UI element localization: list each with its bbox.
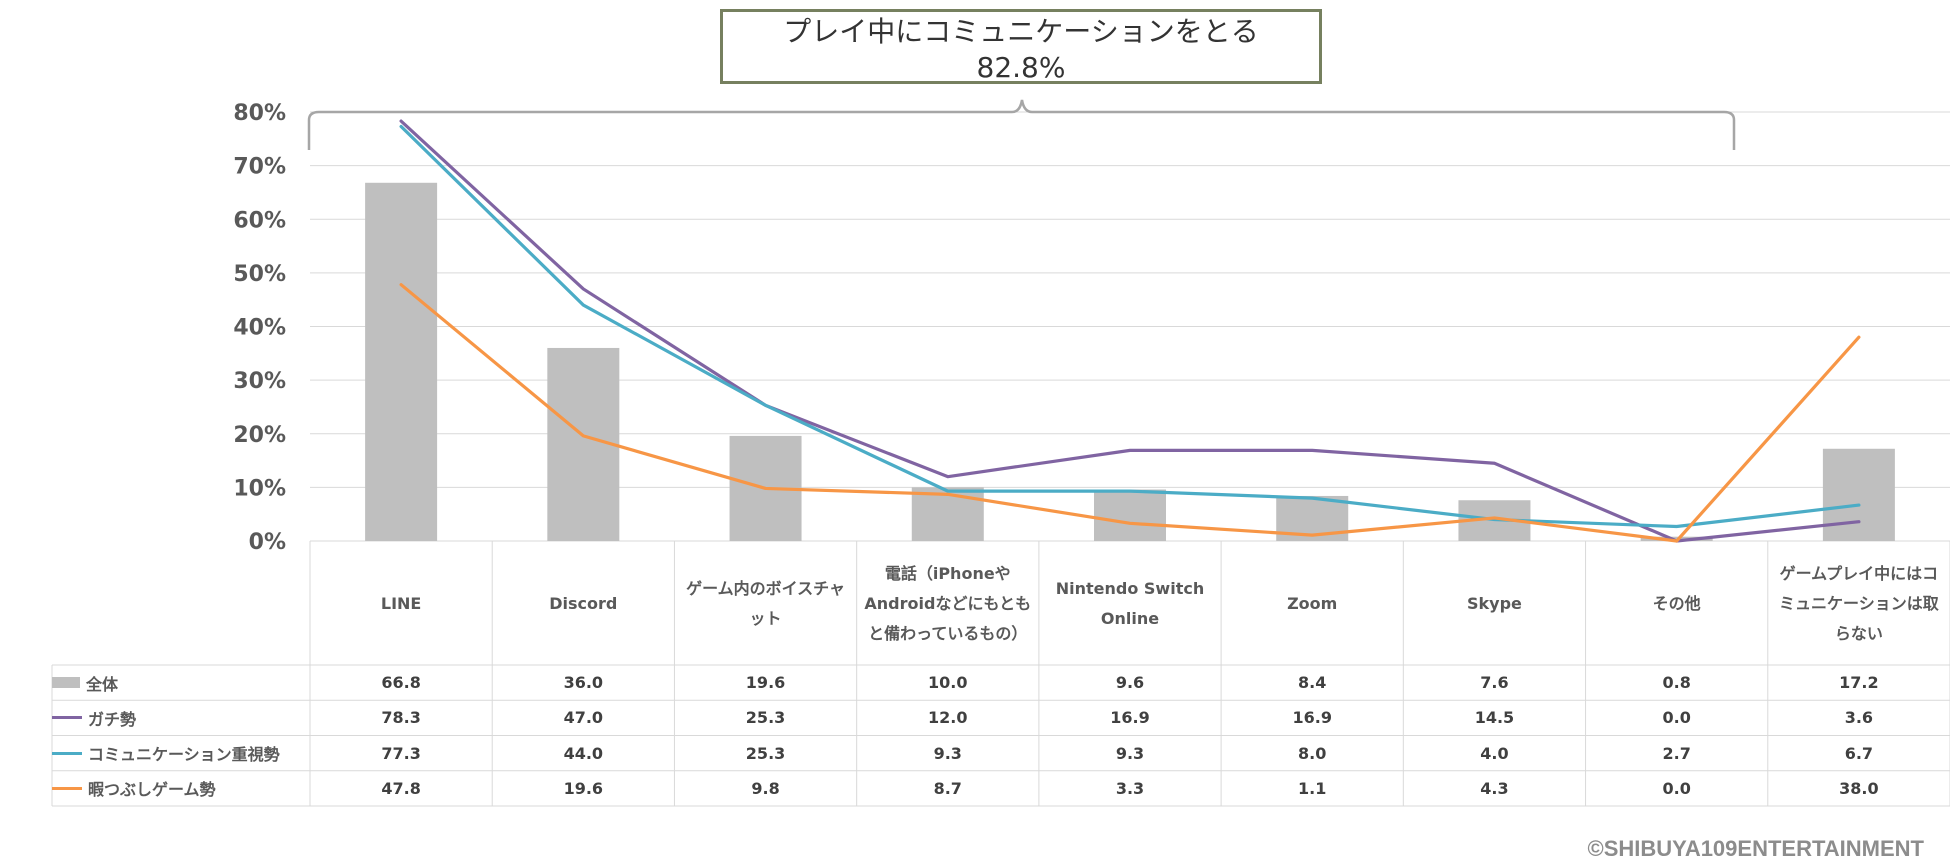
legend-swatch bbox=[52, 786, 82, 790]
legend-entry: ガチ勢 bbox=[52, 700, 136, 735]
category-label: Skype bbox=[1466, 594, 1522, 613]
bracket bbox=[307, 99, 1736, 150]
table-cell: 16.9 bbox=[1292, 708, 1332, 728]
category-label: Nintendo Switch Online bbox=[1055, 579, 1205, 628]
legend-entry: コミュニケーション重視勢 bbox=[52, 736, 280, 771]
table-cell: 9.8 bbox=[751, 778, 780, 798]
y-tick-label: 60% bbox=[233, 208, 286, 233]
table-cell: 8.0 bbox=[1298, 743, 1327, 763]
callout-box: プレイ中にコミュニケーションをとる 82.8% bbox=[720, 9, 1322, 84]
y-tick-label: 20% bbox=[233, 423, 286, 448]
y-tick-label: 30% bbox=[233, 369, 286, 394]
table-cell: 0.0 bbox=[1662, 708, 1691, 728]
table-cell: 4.3 bbox=[1480, 778, 1509, 798]
table-cell: 7.6 bbox=[1480, 673, 1509, 692]
legend-swatch bbox=[52, 677, 80, 688]
callout-value: 82.8% bbox=[976, 51, 1066, 84]
table-cell: 4.0 bbox=[1480, 743, 1509, 763]
category-label: その他 bbox=[1652, 594, 1701, 613]
category-label: ゲームプレイ中にはコミュニケーションは取らない bbox=[1779, 564, 1939, 643]
table-cell: 14.5 bbox=[1474, 708, 1515, 728]
table-cell: 0.0 bbox=[1662, 778, 1691, 798]
legend-label: 全体 bbox=[86, 674, 119, 694]
table-cell: 10.0 bbox=[928, 673, 968, 692]
legend-entry: 暇つぶしゲーム勢 bbox=[52, 771, 216, 806]
table-cell: 38.0 bbox=[1839, 778, 1879, 798]
table-cell: 2.7 bbox=[1662, 743, 1691, 763]
legend-entry: 全体 bbox=[52, 665, 118, 700]
category-label: Discord bbox=[549, 594, 618, 613]
table-cell: 16.9 bbox=[1110, 708, 1150, 728]
table-cell: 66.8 bbox=[381, 673, 421, 692]
table-cell: 9.3 bbox=[1115, 743, 1145, 763]
table-cell: 19.6 bbox=[745, 673, 786, 692]
bar-5 bbox=[1094, 489, 1166, 541]
category-label: LINE bbox=[380, 594, 422, 613]
category-label: ゲーム内のボイスチャット bbox=[686, 579, 845, 628]
table-cell: 3.6 bbox=[1844, 708, 1874, 728]
category-label: Zoom bbox=[1287, 594, 1338, 613]
table-cell: 44.0 bbox=[563, 743, 604, 763]
table-cell: 0.8 bbox=[1662, 673, 1691, 692]
table-cell: 47.8 bbox=[381, 778, 421, 798]
table-cell: 47.0 bbox=[563, 708, 604, 728]
table-cell: 8.4 bbox=[1298, 673, 1327, 692]
y-tick-label: 0% bbox=[249, 530, 286, 555]
line-series-3 bbox=[399, 283, 1861, 543]
line-series-2 bbox=[399, 124, 1861, 529]
legend-label: コミュニケーション重視勢 bbox=[88, 745, 280, 764]
table-cell: 12.0 bbox=[928, 708, 968, 728]
table-cell: 25.3 bbox=[745, 708, 786, 728]
legend-swatch bbox=[52, 716, 82, 720]
table-cell: 25.3 bbox=[745, 743, 786, 763]
legend-label: 暇つぶしゲーム勢 bbox=[88, 780, 216, 800]
y-tick-label: 70% bbox=[233, 155, 286, 180]
copyright: ©SHIBUYA109ENTERTAINMENT bbox=[1587, 836, 1925, 861]
bar-1 bbox=[365, 182, 438, 541]
y-tick-label: 50% bbox=[233, 262, 286, 287]
table-cell: 3.3 bbox=[1115, 778, 1145, 798]
table-cell: 6.7 bbox=[1844, 743, 1874, 763]
table-cell: 78.3 bbox=[381, 708, 421, 728]
legend-swatch bbox=[52, 751, 82, 755]
y-tick-label: 40% bbox=[233, 316, 286, 341]
table-cell: 17.2 bbox=[1839, 673, 1879, 692]
table-cell: 9.3 bbox=[933, 743, 962, 763]
table-cell: 36.0 bbox=[563, 673, 604, 692]
legend-label: ガチ勢 bbox=[88, 709, 137, 729]
y-tick-label: 80% bbox=[233, 101, 286, 126]
table-cell: 8.7 bbox=[933, 778, 962, 798]
bar-4 bbox=[911, 487, 984, 541]
line-series-1 bbox=[399, 119, 1861, 543]
callout-line1: プレイ中にコミュニケーションをとる bbox=[783, 15, 1259, 48]
table-cell: 19.6 bbox=[563, 778, 604, 798]
category-label: 電話（iPhoneやAndroidなどにもともと備わっているもの） bbox=[864, 564, 1032, 643]
bar-9 bbox=[1822, 448, 1895, 541]
y-tick-label: 10% bbox=[233, 476, 286, 501]
table-cell: 9.6 bbox=[1115, 673, 1145, 692]
table-cell: 1.1 bbox=[1298, 778, 1327, 798]
table-cell: 77.3 bbox=[381, 743, 421, 763]
